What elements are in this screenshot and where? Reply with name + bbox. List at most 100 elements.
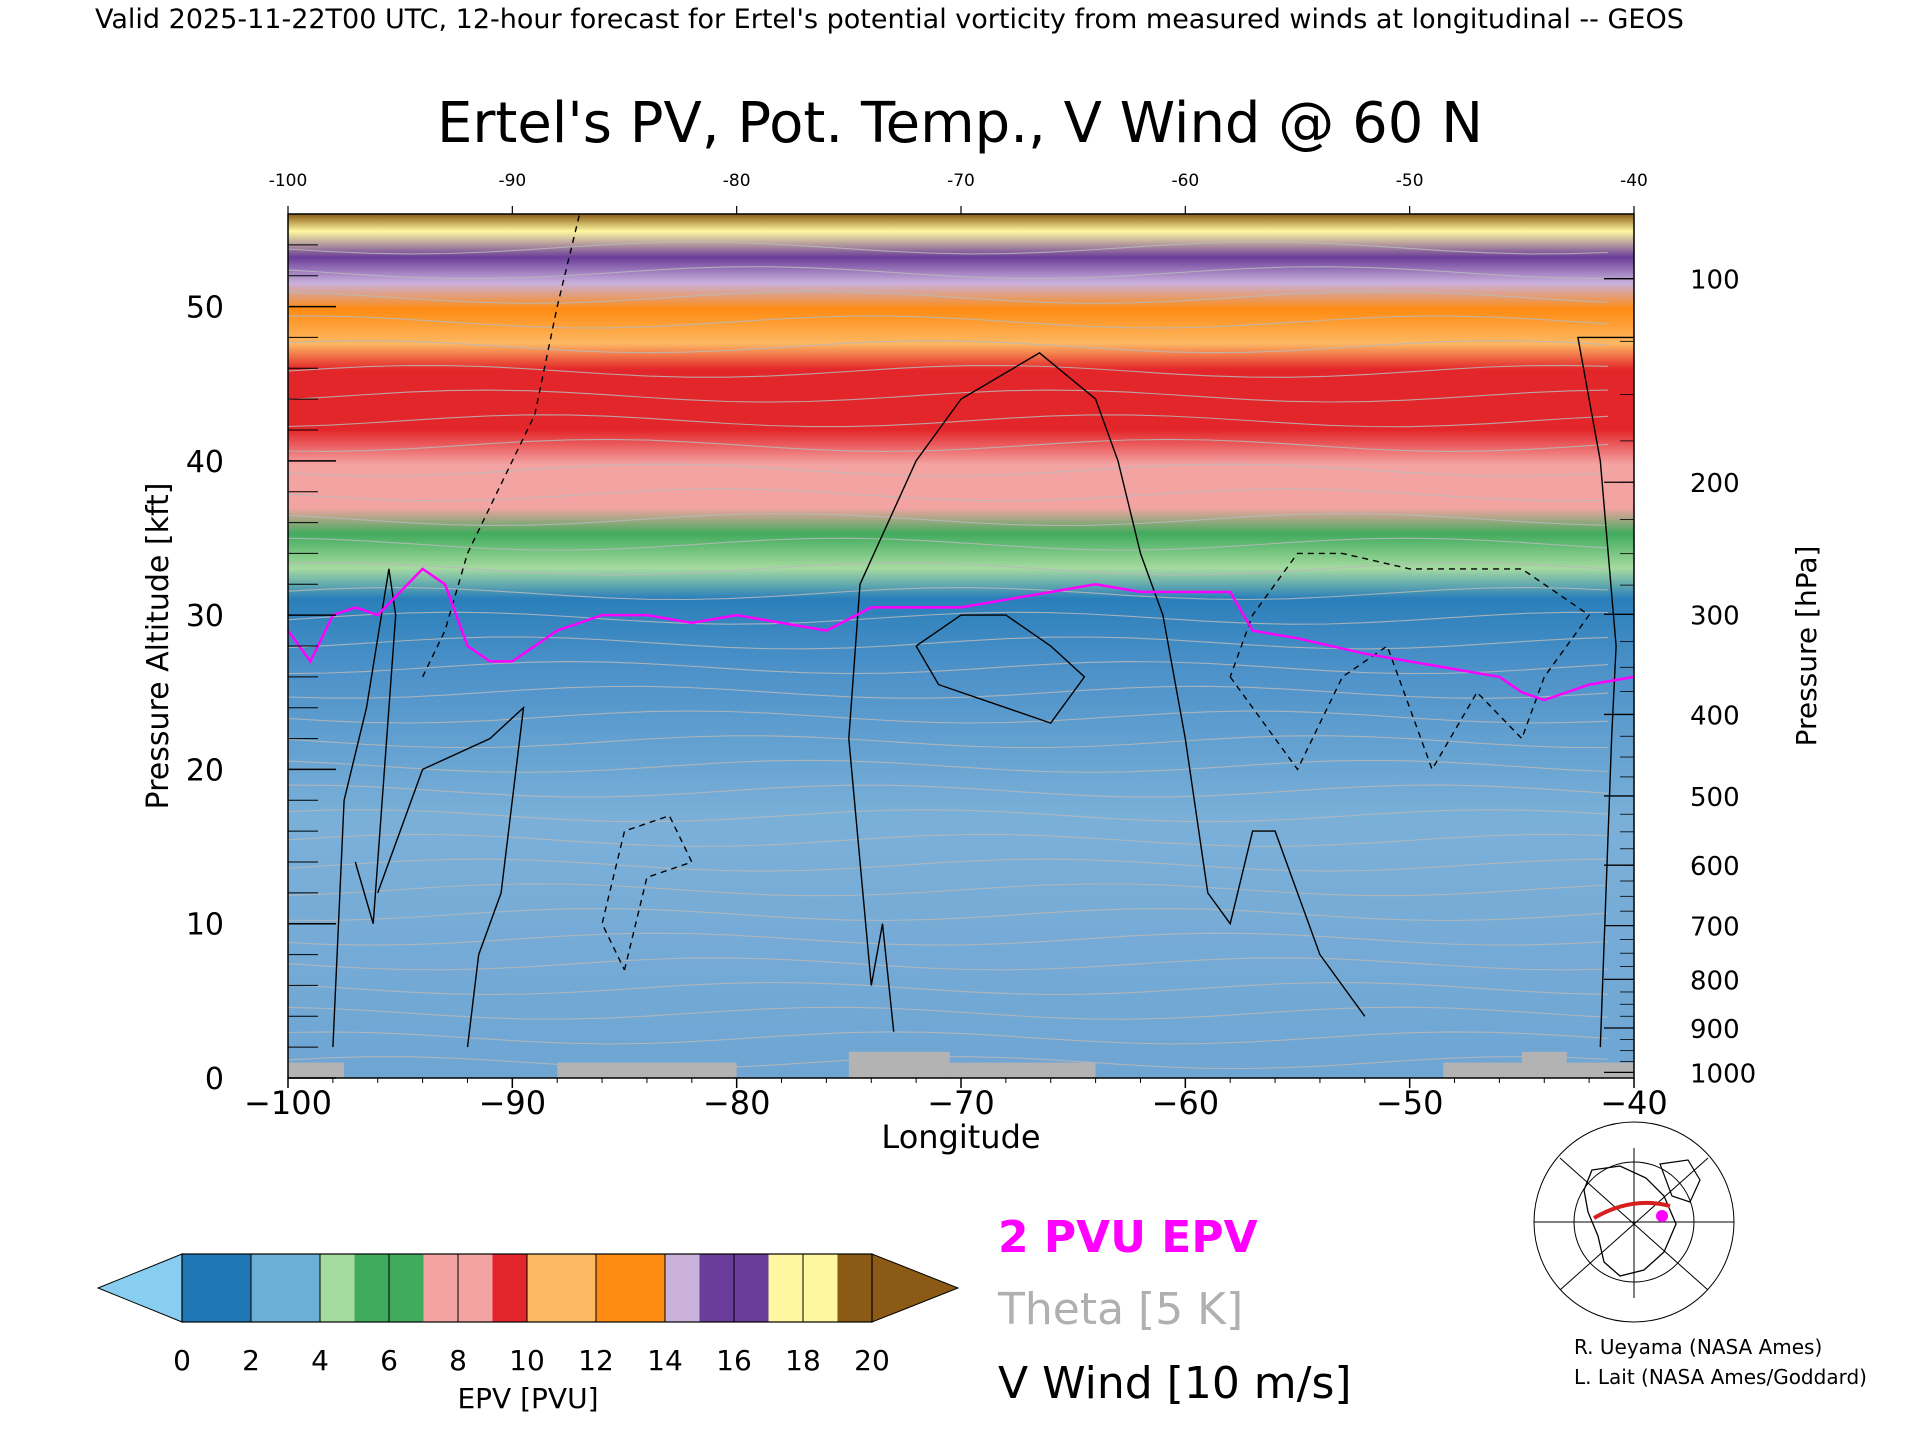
x-tick-label: −40 [1600, 1084, 1668, 1122]
theta-contour [288, 784, 1609, 798]
pressure-tick-label: 1000 [1690, 1059, 1756, 1089]
legend-2pvu: 2 PVU EPV [998, 1212, 1258, 1263]
wind-contour [332, 568, 397, 1048]
colorbar-tick-label: 20 [854, 1344, 890, 1377]
theta-contour [288, 315, 1609, 329]
y-tick-label: 40 [186, 445, 224, 480]
colorbar-tick-label: 0 [173, 1344, 191, 1377]
pressure-tick-label: 900 [1690, 1015, 1740, 1045]
colorbar-bin [389, 1254, 424, 1322]
legend-theta: Theta [5 K] [997, 1284, 1243, 1335]
ground-segment [1521, 1051, 1567, 1078]
colorbar-label: EPV [PVU] [457, 1382, 598, 1415]
theta-contour [288, 636, 1609, 650]
colorbar-tick-label: 12 [578, 1344, 614, 1377]
colorbar-bin [458, 1254, 493, 1322]
colorbar-bin [251, 1254, 286, 1322]
colorbar-bin [320, 1254, 355, 1322]
theta-contour [288, 907, 1609, 922]
theta-contour [288, 389, 1609, 403]
colorbar-tick-label: 16 [716, 1344, 752, 1377]
legend-vwind: V Wind [10 m/s] [998, 1358, 1352, 1409]
theta-contour [288, 957, 1609, 971]
y-tick-label: 0 [205, 1062, 224, 1097]
theta-contour [288, 266, 1609, 280]
theta-contour [288, 241, 1609, 255]
pressure-tick-label: 400 [1690, 701, 1740, 731]
pressure-tick-label: 800 [1690, 966, 1740, 996]
x-tick-label: −70 [927, 1084, 995, 1122]
colorbar-bin [492, 1254, 528, 1322]
theta-contour [288, 290, 1609, 304]
pressure-tick-label: 500 [1690, 783, 1740, 813]
pv-field [288, 214, 1634, 1078]
y-axis-right-label: Pressure [hPa] [1790, 546, 1823, 747]
colorbar-bin [630, 1254, 666, 1322]
colorbar-bin [216, 1254, 252, 1322]
theta-contour [288, 1006, 1609, 1020]
theta-contour [288, 463, 1609, 477]
pressure-tick-label: 200 [1690, 469, 1740, 499]
theta-contour [288, 414, 1609, 428]
colorbar-bin [596, 1254, 631, 1322]
theta-contour [288, 759, 1609, 773]
ground-segment [557, 1062, 737, 1078]
theta-contour [288, 981, 1609, 996]
ground-mask [288, 1051, 1634, 1078]
wind-contour [421, 214, 581, 678]
theta-contour [288, 833, 1609, 847]
x-axis: −100 −90 −80 −70 −60 −50 −40 [244, 1078, 1668, 1122]
header-text: Valid 2025-11-22T00 UTC, 12-hour forecas… [95, 4, 1684, 35]
tropopause-2pvu-line [286, 567, 1635, 702]
ground-segment [848, 1051, 950, 1078]
theta-contour [288, 562, 1609, 576]
top-tick-label: -50 [1396, 171, 1424, 191]
wind-contour [848, 352, 1366, 1032]
theta-contour [288, 364, 1609, 378]
ground-segment [949, 1062, 1096, 1078]
pressure-tick-label: 600 [1690, 852, 1740, 882]
theta-contour [288, 586, 1609, 601]
plot-area [286, 213, 1635, 1079]
theta-contour [288, 685, 1609, 699]
theta-contour [288, 340, 1609, 354]
top-tick-label: -90 [498, 171, 526, 191]
colorbar-bin [665, 1254, 700, 1322]
chart-title: Ertel's PV, Pot. Temp., V Wind @ 60 N [437, 91, 1483, 156]
pressure-tick-label: 100 [1690, 266, 1740, 296]
colorbar-bin [768, 1254, 804, 1322]
wind-contour [1229, 552, 1591, 772]
y-axis-left-label: Pressure Altitude [kft] [141, 483, 176, 810]
pressure-tick-label: 300 [1690, 601, 1740, 631]
colorbar-tick-label: 6 [380, 1344, 398, 1377]
colorbar-bin [354, 1254, 390, 1322]
wind-contours [332, 214, 1634, 1048]
theta-contour [288, 883, 1609, 897]
theta-contour [288, 488, 1609, 502]
pressure-tick-label: 700 [1690, 913, 1740, 943]
colorbar-under-arrow [96, 1253, 183, 1323]
colorbar-bin [734, 1254, 769, 1322]
wind-contour [377, 705, 525, 1048]
y-tick-label: 20 [186, 753, 224, 788]
x-tick-label: −90 [479, 1084, 547, 1122]
top-axis: -100 -90 -80 -70 -60 -50 -40 [269, 171, 1648, 214]
theta-contours [288, 241, 1609, 1070]
ground-segment [288, 1062, 345, 1078]
theta-contour [288, 932, 1609, 946]
x-tick-label: −80 [703, 1084, 771, 1122]
theta-contour [288, 512, 1609, 526]
theta-contour [288, 735, 1609, 749]
colorbar-bin [182, 1254, 217, 1322]
y-tick-label: 30 [186, 599, 224, 634]
colorbar-bin [837, 1254, 873, 1322]
theta-contour [288, 661, 1609, 675]
y-axis-right-pressure: 100 200 300 400 500 600 700 800 900 1000 [1604, 266, 1756, 1089]
x-axis-label: Longitude [881, 1118, 1040, 1156]
x-tick-label: −100 [244, 1084, 332, 1122]
theta-contour [288, 710, 1609, 724]
colorbar-bin [699, 1254, 735, 1322]
locator-map [1533, 1121, 1735, 1323]
colorbar-over-arrow [871, 1253, 960, 1323]
